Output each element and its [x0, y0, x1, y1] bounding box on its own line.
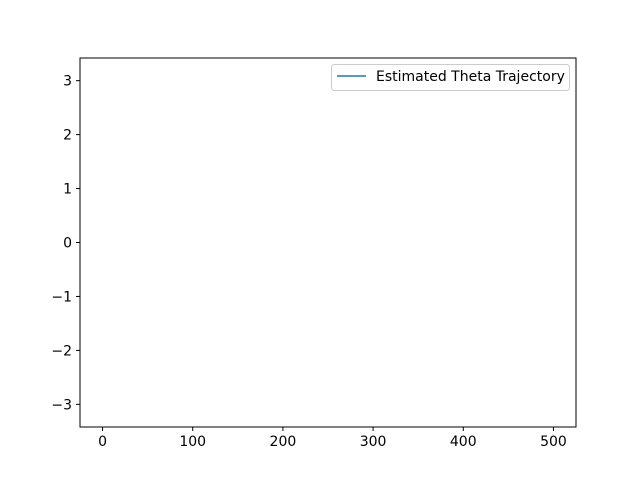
x-tick-label: 300 [360, 434, 387, 450]
x-tick-label: 500 [540, 434, 567, 450]
y-tick-label: −2 [51, 343, 72, 359]
y-tick-label: −3 [51, 397, 72, 413]
x-tick-label: 100 [179, 434, 206, 450]
plot-area-frame [79, 57, 577, 428]
legend: Estimated Theta Trajectory [331, 64, 570, 91]
y-tick-label: 0 [63, 236, 72, 252]
y-tick-label: 3 [63, 74, 72, 90]
x-tick-label: 400 [450, 434, 477, 450]
x-tick-label: 0 [98, 434, 107, 450]
x-axis: 0 100 200 300 400 500 [98, 427, 567, 450]
y-axis: 3 2 1 0 −1 −2 −3 [51, 74, 80, 413]
y-tick-label: 1 [63, 182, 72, 198]
x-tick-label: 200 [270, 434, 297, 450]
legend-label: Estimated Theta Trajectory [376, 69, 565, 85]
y-tick-label: 2 [63, 128, 72, 144]
legend-box [331, 64, 570, 91]
y-tick-label: −1 [51, 289, 72, 305]
